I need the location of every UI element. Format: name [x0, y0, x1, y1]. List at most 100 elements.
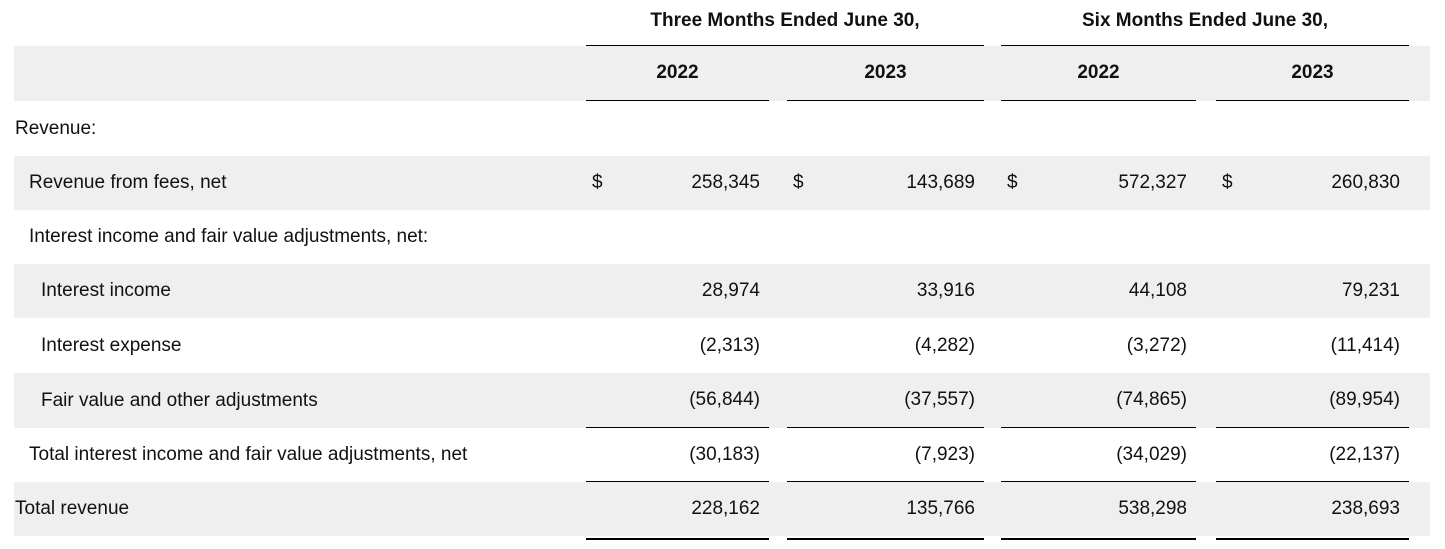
- cell-value: (74,865): [1116, 389, 1187, 410]
- value-cell: [586, 210, 769, 264]
- value-cell: 33,916: [787, 264, 984, 318]
- spacer: [1409, 318, 1430, 373]
- value-cell: (34,029): [1001, 428, 1196, 482]
- row-label: Interest income: [41, 280, 171, 301]
- row-label: Total revenue: [15, 498, 130, 519]
- value-cell: $143,689: [787, 156, 984, 210]
- year-header-6m-2023: 2023: [1216, 46, 1409, 101]
- value-cell: (2,313): [586, 318, 769, 373]
- value-cell: 238,693: [1216, 482, 1409, 536]
- cell-value: 258,345: [691, 172, 760, 193]
- total-rule-cell: [787, 536, 984, 549]
- currency-symbol: $: [592, 172, 603, 193]
- cell-value: 28,974: [701, 280, 760, 301]
- spacer: [1196, 101, 1216, 156]
- spacer: [1409, 156, 1430, 210]
- spacer: [769, 156, 787, 210]
- row-label: Interest expense: [41, 334, 182, 356]
- total-rule-line: [1001, 538, 1196, 540]
- cell-value: (3,272): [1126, 334, 1187, 356]
- label-column-spacer: [14, 46, 586, 101]
- table-row: Total interest income and fair value adj…: [14, 428, 1430, 482]
- value-cell: [1001, 210, 1196, 264]
- spacer: [984, 536, 1001, 549]
- financial-statement-table: Three Months Ended June 30, Six Months E…: [14, 0, 1430, 549]
- label-column-spacer: [14, 0, 586, 46]
- spacer: [769, 264, 787, 318]
- spacer: [1409, 101, 1430, 156]
- cell-value: (34,029): [1116, 443, 1187, 465]
- value-cell: (37,557): [787, 373, 984, 428]
- spacer: [1196, 318, 1216, 373]
- year-header-3m-2022: 2022: [586, 46, 769, 101]
- cell-value: 135,766: [906, 498, 975, 519]
- total-rule-row: [14, 536, 1430, 549]
- row-label: Total interest income and fair value adj…: [29, 444, 468, 465]
- spacer: [1196, 536, 1216, 549]
- value-cell: 228,162: [586, 482, 769, 536]
- cell-value: (2,313): [699, 334, 760, 356]
- spacer: [1409, 428, 1430, 482]
- cell-value: (7,923): [914, 443, 975, 465]
- period-header-six-months: Six Months Ended June 30,: [1001, 0, 1409, 46]
- total-rule-line: [586, 538, 769, 540]
- cell-value: 228,162: [691, 498, 760, 519]
- value-cell: $260,830: [1216, 156, 1409, 210]
- table-row: Interest income and fair value adjustmen…: [14, 210, 1430, 264]
- currency-symbol: $: [793, 172, 804, 193]
- table-row: Fair value and other adjustments (56,844…: [14, 373, 1430, 428]
- value-cell: [787, 101, 984, 156]
- spacer: [984, 0, 1001, 46]
- value-cell: (56,844): [586, 373, 769, 428]
- spacer: [984, 318, 1001, 373]
- spacer: [1196, 482, 1216, 536]
- spacer: [1196, 264, 1216, 318]
- spacer: [1196, 210, 1216, 264]
- value-cell: (4,282): [787, 318, 984, 373]
- spacer: [984, 101, 1001, 156]
- cell-value: 260,830: [1331, 172, 1400, 193]
- cell-value: (22,137): [1329, 443, 1400, 465]
- value-cell: 135,766: [787, 482, 984, 536]
- row-label: Revenue:: [15, 117, 97, 139]
- cell-value: 538,298: [1118, 498, 1187, 519]
- value-cell: (22,137): [1216, 428, 1409, 482]
- value-cell: [1216, 101, 1409, 156]
- spacer: [1409, 46, 1430, 101]
- cell-value: 143,689: [906, 172, 975, 193]
- spacer: [984, 156, 1001, 210]
- cell-value: 33,916: [916, 280, 975, 301]
- spacer: [1196, 46, 1216, 101]
- spacer: [769, 373, 787, 428]
- cell-value: (89,954): [1329, 389, 1400, 410]
- spacer: [1409, 264, 1430, 318]
- value-cell: [1001, 101, 1196, 156]
- year-header-row: 2022 2023 2022 2023: [14, 46, 1430, 101]
- spacer: [984, 210, 1001, 264]
- total-rule-line: [787, 538, 984, 540]
- total-rule-line: [1216, 538, 1409, 540]
- cell-value: (30,183): [689, 443, 760, 465]
- value-cell: (89,954): [1216, 373, 1409, 428]
- cell-value: 238,693: [1331, 498, 1400, 519]
- cell-value: 79,231: [1341, 280, 1400, 301]
- row-label: Fair value and other adjustments: [41, 389, 318, 411]
- spacer: [1196, 373, 1216, 428]
- period-header-row: Three Months Ended June 30, Six Months E…: [14, 0, 1430, 46]
- cell-value: (37,557): [904, 389, 975, 410]
- cell-value: (4,282): [914, 334, 975, 356]
- spacer: [769, 428, 787, 482]
- spacer: [769, 318, 787, 373]
- value-cell: $258,345: [586, 156, 769, 210]
- value-cell: 44,108: [1001, 264, 1196, 318]
- cell-value: 572,327: [1118, 172, 1187, 193]
- value-cell: $572,327: [1001, 156, 1196, 210]
- value-cell: (3,272): [1001, 318, 1196, 373]
- label-column-spacer: [14, 536, 586, 549]
- table-row: Revenue from fees, net $258,345 $143,689…: [14, 156, 1430, 210]
- cell-value: 44,108: [1128, 280, 1187, 301]
- spacer: [1196, 428, 1216, 482]
- year-header-6m-2022: 2022: [1001, 46, 1196, 101]
- row-label: Interest income and fair value adjustmen…: [29, 226, 429, 247]
- row-label: Revenue from fees, net: [29, 172, 227, 193]
